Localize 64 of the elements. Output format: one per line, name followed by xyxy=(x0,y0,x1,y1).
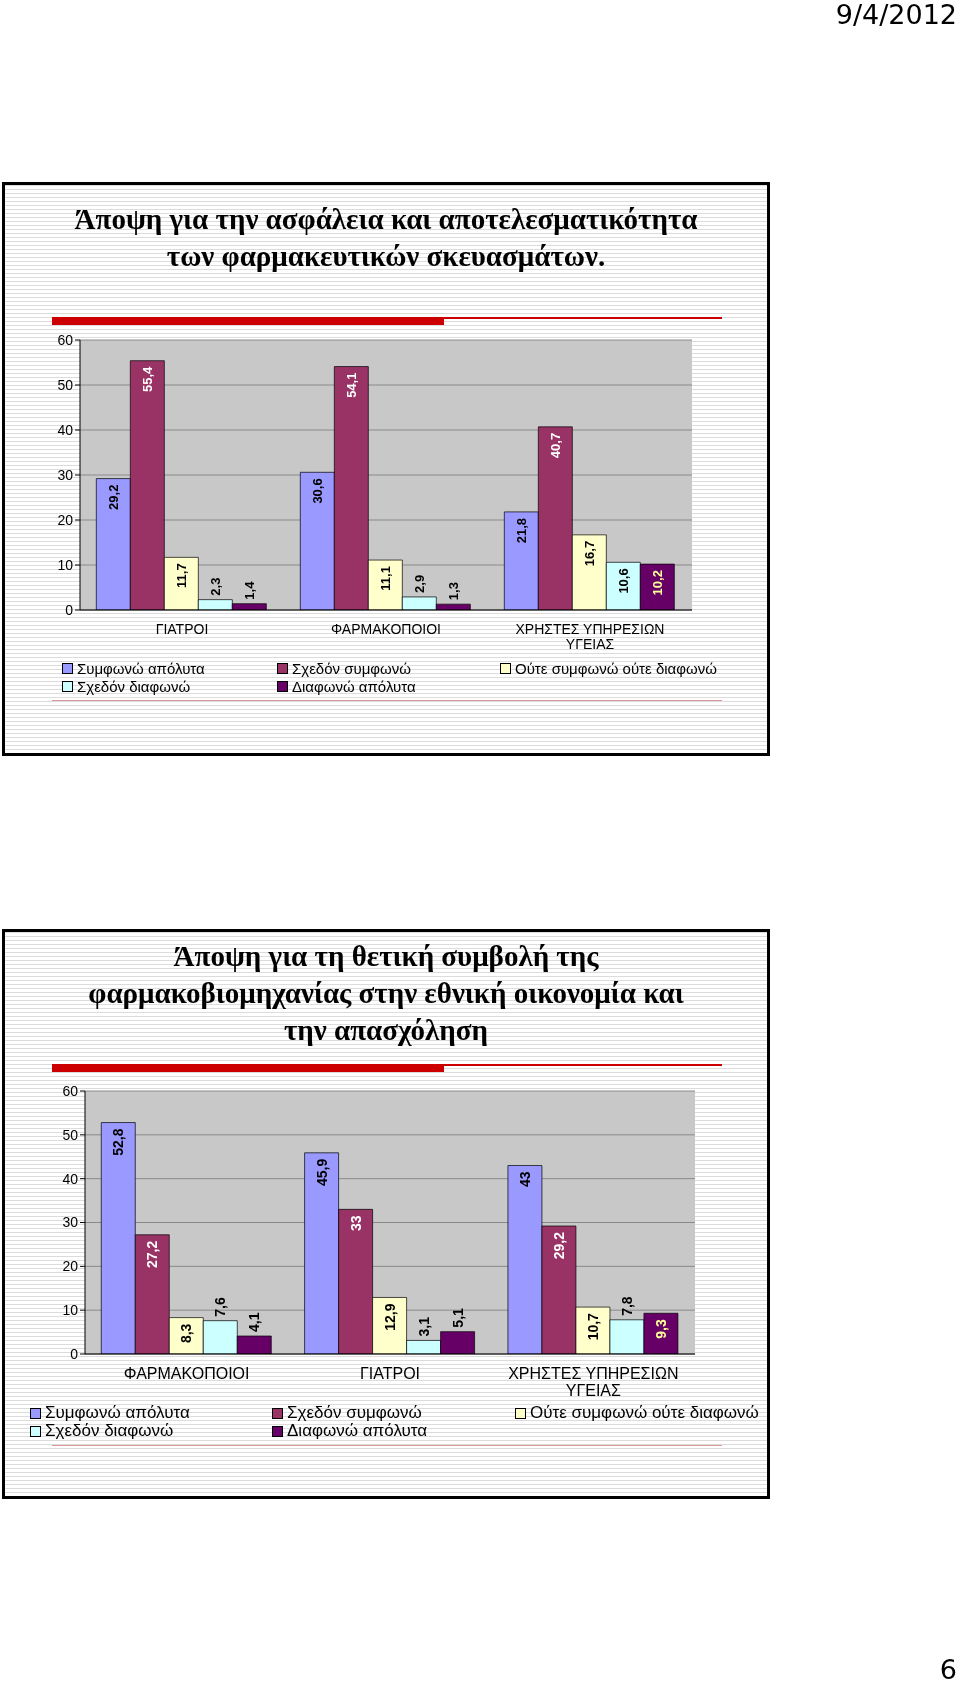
y-tick-label: 0 xyxy=(70,1345,79,1362)
x-tick-label: ΓΙΑΤΡΟΙ xyxy=(155,620,209,637)
legend-label: Ούτε συμφωνώ ούτε διαφωνώ xyxy=(515,659,717,677)
data-label: 29,2 xyxy=(550,1231,567,1260)
data-label: 11,1 xyxy=(377,566,393,591)
data-label: 2,9 xyxy=(411,574,427,593)
data-label: 40,7 xyxy=(547,432,563,459)
legend-label: Σχεδόν διαφωνώ xyxy=(45,1421,174,1441)
x-tick-label: ΦΑΡΜΑΚΟΠΟΙΟΙ xyxy=(123,1365,250,1383)
data-label: 7,6 xyxy=(212,1297,229,1317)
y-tick-label: 50 xyxy=(57,376,74,393)
data-label: 27,2 xyxy=(144,1240,161,1269)
legend-label: Ούτε συμφωνώ ούτε διαφωνώ xyxy=(530,1403,759,1423)
data-label: 29,2 xyxy=(105,484,121,510)
data-label: 45,9 xyxy=(313,1158,330,1187)
data-label: 4,1 xyxy=(246,1312,263,1333)
data-label: 1,3 xyxy=(445,582,461,601)
text: 6 xyxy=(939,1654,957,1685)
y-tick-label: 20 xyxy=(62,1258,79,1275)
chart-title: Άποψη για τη θετική συμβολή της φαρμακοβιομηχανίας στην εθνική οικονομία και την απασχόληση xyxy=(87,939,685,1048)
y-tick-label: 40 xyxy=(57,421,74,438)
data-label: 5,1 xyxy=(449,1307,466,1328)
data-label: 10,7 xyxy=(584,1312,601,1341)
data-label: 21,8 xyxy=(513,517,529,544)
data-label: 30,6 xyxy=(309,478,325,504)
data-label: 8,3 xyxy=(178,1323,195,1344)
text: 9/4/2012 xyxy=(835,0,957,30)
x-tick-label: ΧΡΗΣΤΕΣ ΥΠΗΡΕΣΙΩΝ ΥΓΕΙΑΣ xyxy=(515,620,665,652)
data-label: 16,7 xyxy=(581,540,597,567)
y-tick-label: 0 xyxy=(65,601,74,618)
data-label: 7,8 xyxy=(618,1296,635,1316)
y-tick-label: 20 xyxy=(57,511,74,528)
data-label: 33 xyxy=(347,1215,364,1231)
legend-label: Σχεδόν διαφωνώ xyxy=(77,677,191,695)
chart-title: Άποψη για την ασφάλεια και αποτελεσματικότητα των φαρμακευτικών σκευασμάτων. xyxy=(73,202,699,274)
data-label: 9,3 xyxy=(652,1319,669,1339)
legend-label: Συμφωνώ απόλυτα xyxy=(77,659,205,677)
data-label: 52,8 xyxy=(110,1128,127,1156)
data-label: 10,6 xyxy=(615,568,631,594)
y-tick-label: 10 xyxy=(57,556,74,573)
legend-label: Σχεδόν συμφωνώ xyxy=(292,659,411,677)
data-label: 11,7 xyxy=(173,563,189,588)
x-tick-label: ΦΑΡΜΑΚΟΠΟΙΟΙ xyxy=(331,620,441,637)
data-label: 54,1 xyxy=(343,372,359,398)
y-tick-label: 30 xyxy=(57,466,74,483)
y-tick-label: 30 xyxy=(62,1214,79,1231)
data-label: 1,4 xyxy=(241,580,257,600)
data-label: 43 xyxy=(516,1171,533,1188)
data-label: 3,1 xyxy=(415,1316,432,1337)
legend-label: Διαφωνώ απόλυτα xyxy=(287,1421,428,1441)
x-tick-label: ΓΙΑΤΡΟΙ xyxy=(359,1365,421,1383)
y-tick-label: 50 xyxy=(62,1126,79,1143)
data-label: 10,2 xyxy=(649,570,665,596)
y-tick-label: 60 xyxy=(57,331,74,348)
y-tick-label: 40 xyxy=(62,1170,79,1187)
x-tick-label: ΧΡΗΣΤΕΣ ΥΠΗΡΕΣΙΩΝ ΥΓΕΙΑΣ xyxy=(508,1365,679,1400)
y-tick-label: 10 xyxy=(62,1302,79,1319)
y-tick-label: 60 xyxy=(62,1082,79,1099)
data-label: 2,3 xyxy=(207,577,223,596)
legend-label: Συμφωνώ απόλυτα xyxy=(45,1403,190,1423)
legend-label: Διαφωνώ απόλυτα xyxy=(292,677,416,695)
data-label: 55,4 xyxy=(139,365,155,393)
legend-label: Σχεδόν συμφωνώ xyxy=(287,1403,422,1423)
data-label: 12,9 xyxy=(381,1303,398,1331)
